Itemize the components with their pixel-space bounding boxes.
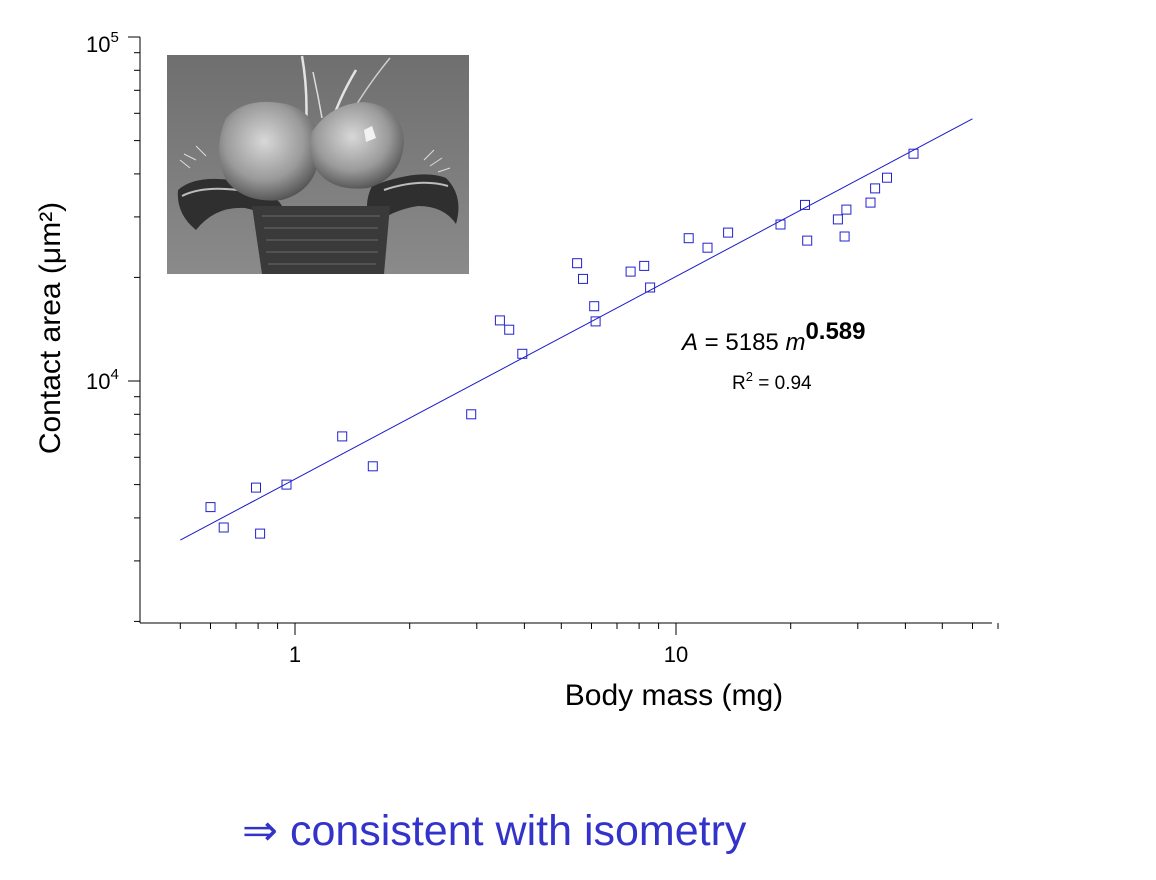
data-point-2: [218, 522, 229, 533]
data-point-20: [702, 242, 713, 253]
data-point-14: [589, 301, 600, 312]
data-point-6: [337, 431, 348, 442]
fit-line: [180, 118, 973, 541]
data-point-4: [255, 528, 266, 539]
y-axis-title: Contact area (μm²): [34, 202, 67, 454]
x-tick-label-10: 10: [664, 642, 688, 667]
data-point-18: [645, 282, 656, 293]
data-point-27: [841, 204, 852, 215]
data-point-15: [590, 316, 601, 327]
x-axis-title: Body mass (mg): [565, 679, 783, 712]
y-ticks: [128, 36, 140, 622]
fit-equation: A = 5185 m0.589: [680, 318, 866, 356]
insect-tarsus-micrograph: [167, 55, 469, 274]
data-point-23: [800, 199, 810, 210]
data-point-26: [839, 231, 850, 242]
data-point-9: [494, 315, 505, 326]
y-tick-label-10-4: 104: [86, 366, 119, 394]
data-point-31: [908, 148, 919, 159]
data-point-5: [281, 479, 292, 490]
implies-arrow-icon: ⇒: [242, 806, 279, 856]
r-squared: R2 = 0.94: [732, 369, 812, 394]
data-point-30: [882, 172, 892, 183]
conclusion-text: ⇒ consistent with isometry: [242, 806, 746, 856]
data-point-1: [205, 502, 216, 513]
data-point-25: [832, 214, 843, 225]
data-point-19: [683, 233, 694, 244]
data-point-3: [251, 482, 261, 493]
data-point-16: [625, 266, 636, 277]
x-ticks: [179, 623, 999, 635]
data-point-21: [723, 227, 734, 238]
data-point-12: [572, 258, 583, 269]
conclusion-label: consistent with isometry: [278, 807, 747, 855]
data-point-17: [639, 260, 650, 271]
x-tick-label-1: 1: [289, 642, 301, 667]
data-point-7: [367, 461, 378, 472]
data-point-11: [517, 348, 528, 359]
data-point-10: [504, 324, 515, 335]
data-point-29: [870, 183, 881, 194]
axes: [139, 37, 992, 624]
data-point-24: [802, 235, 813, 246]
y-tick-label-10-5: 105: [86, 29, 119, 57]
data-point-22: [775, 219, 786, 230]
data-point-8: [466, 409, 477, 420]
data-point-13: [578, 273, 588, 284]
data-point-28: [865, 197, 876, 208]
data-points: [205, 148, 919, 539]
